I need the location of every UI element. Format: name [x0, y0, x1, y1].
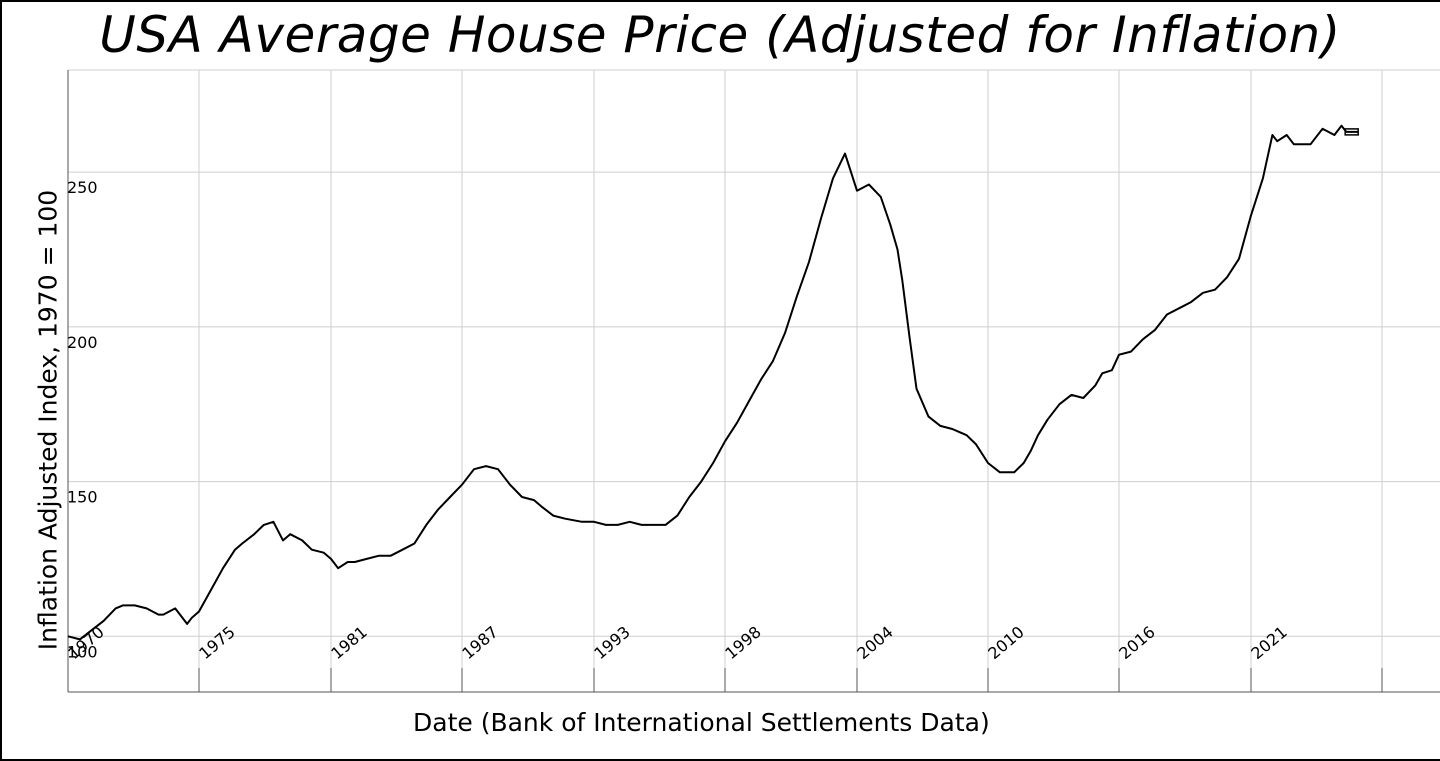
axes [67, 70, 1440, 693]
y-axis-label: Inflation Adjusted Index, 1970 = 100 [33, 189, 63, 651]
x-tick-label: 1975 [195, 622, 238, 663]
y-tick-label: 100 [67, 642, 98, 661]
x-tick-label: 1993 [590, 622, 633, 663]
y-tick-label: 200 [67, 333, 98, 352]
chart-title: USA Average House Price (Adjusted for In… [99, 6, 1341, 64]
series [67, 124, 1359, 641]
y-tick-label: 150 [67, 488, 98, 507]
x-tick-label: 2004 [853, 622, 896, 663]
x-tick-label: 1998 [721, 622, 764, 663]
series-line [67, 124, 1359, 641]
x-tick-label: 1987 [458, 622, 501, 663]
x-tick-label: 2021 [1247, 622, 1290, 663]
x-tick-label: 2010 [984, 622, 1027, 663]
series-end-marker [1344, 128, 1359, 136]
x-axis-label: Date (Bank of International Settlements … [413, 708, 990, 737]
grid [67, 69, 1440, 692]
y-tick-label: 250 [67, 178, 98, 197]
x-tick-label: 1981 [327, 622, 370, 663]
x-tick-label: 2016 [1115, 622, 1158, 663]
